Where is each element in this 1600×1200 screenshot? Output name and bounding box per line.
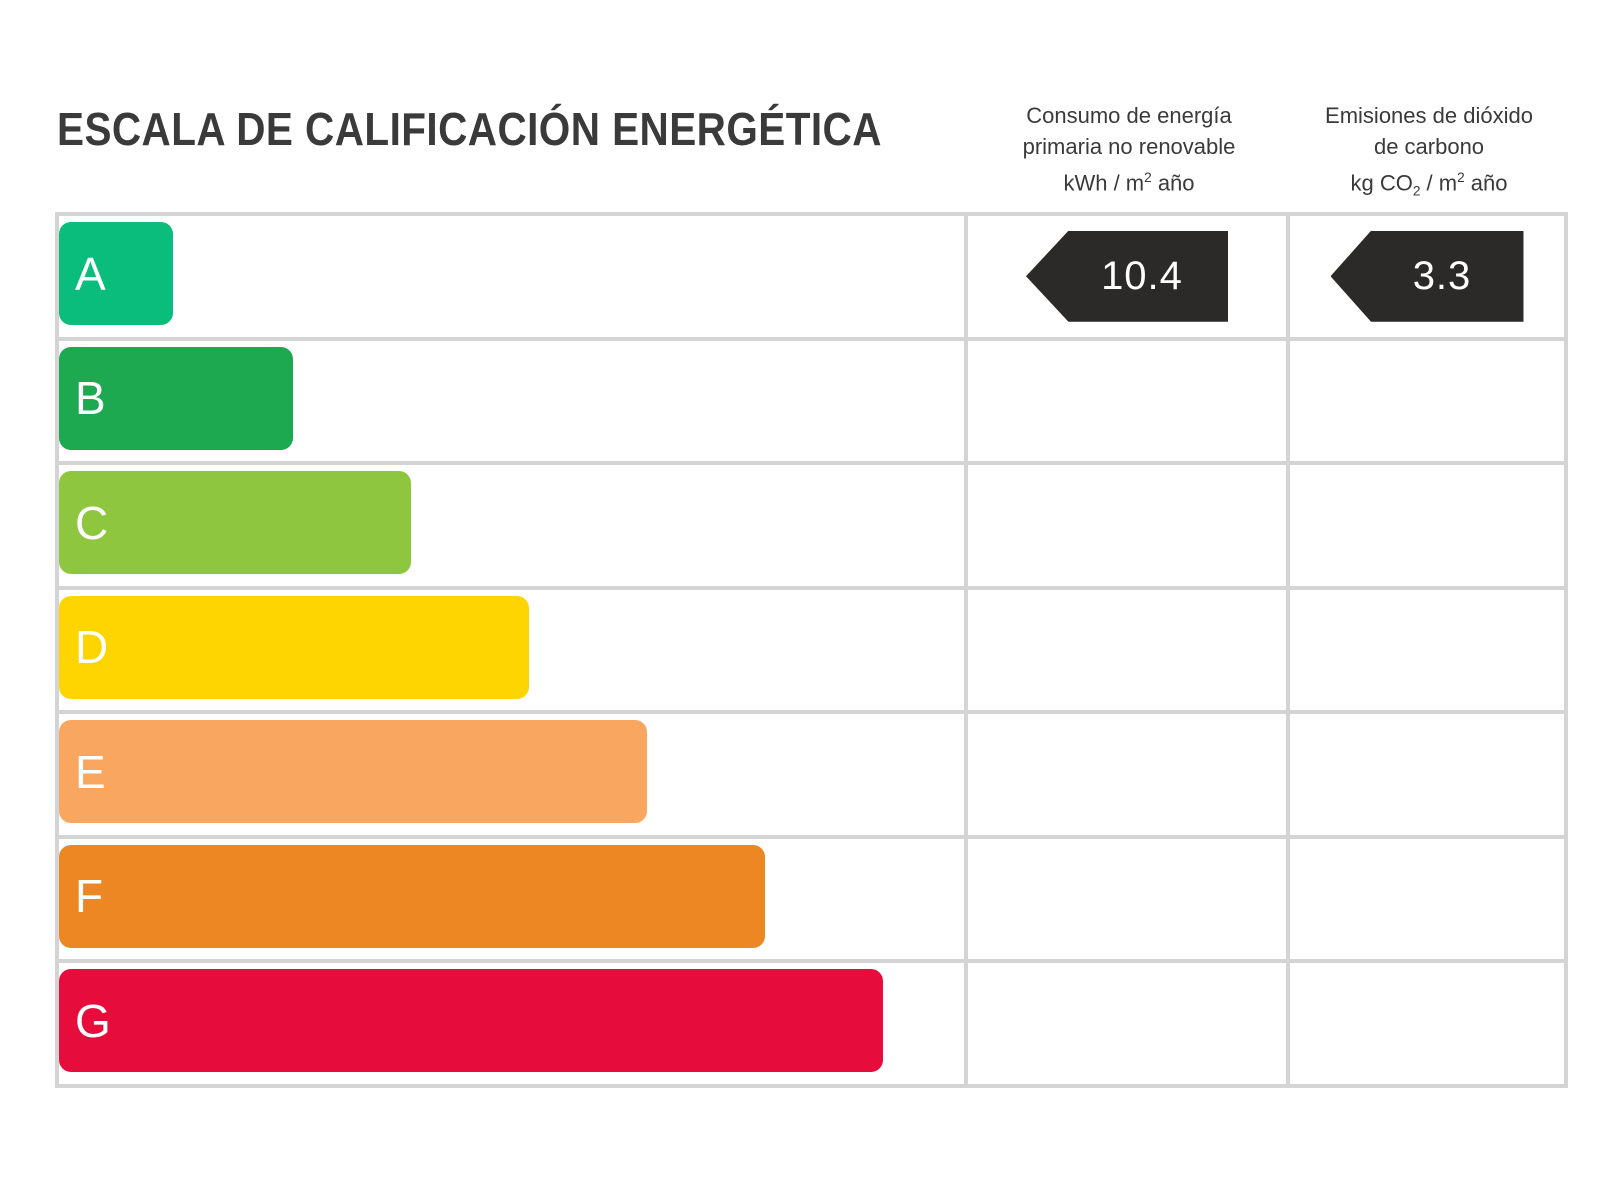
emissions-cell — [1290, 839, 1564, 960]
emissions-header-line2: de carbono — [1373, 134, 1485, 159]
consumption-value-badge: 10.4 — [1026, 230, 1228, 322]
consumption-header-unit: kWh / m2 año — [968, 162, 1290, 198]
rating-bar-cell: D — [59, 589, 968, 711]
rating-table: A 10.4 3.3 B C D E F G — [55, 212, 1568, 1088]
rating-bar: G — [59, 969, 883, 1073]
emissions-cell — [1290, 341, 1564, 462]
page-title: ESCALA DE CALIFICACIÓN ENERGÉTICA — [57, 103, 882, 155]
emissions-cell — [1290, 465, 1564, 586]
rating-letter: B — [75, 372, 106, 425]
rating-bar: C — [59, 471, 411, 575]
rating-bar: A — [59, 222, 173, 325]
rating-letter: A — [75, 247, 106, 300]
emissions-cell: 3.3 — [1290, 216, 1564, 337]
rating-letter: E — [75, 745, 106, 798]
consumption-cell — [968, 963, 1290, 1085]
rating-bar: B — [59, 346, 293, 450]
emissions-header-unit: kg CO2 / m2 año — [1290, 162, 1568, 207]
consumption-header-line2: primaria no renovable — [1022, 134, 1236, 159]
rating-letter: D — [75, 621, 109, 674]
rating-bar-cell: E — [59, 714, 968, 835]
unit-text: kWh / m — [1063, 170, 1145, 196]
emissions-header: Emisiones de dióxido de carbono kg CO2 /… — [1290, 100, 1568, 207]
consumption-cell — [968, 838, 1290, 960]
rating-row: F — [59, 838, 1564, 964]
rating-bar-cell: G — [59, 963, 968, 1085]
emissions-header-line1: Emisiones de dióxido — [1325, 103, 1533, 128]
rating-bar-cell: C — [59, 465, 968, 586]
consumption-cell — [968, 589, 1290, 711]
rating-bar-cell: A — [59, 216, 968, 337]
rating-letter: F — [75, 870, 104, 923]
unit-subscript: 2 — [1412, 183, 1421, 199]
consumption-cell — [968, 714, 1290, 835]
emissions-cell — [1290, 714, 1564, 835]
unit-text: kg CO — [1350, 170, 1413, 196]
consumption-header: Consumo de energía primaria no renovable… — [968, 100, 1290, 198]
rating-row: C — [59, 465, 1564, 590]
rating-bar-cell: F — [59, 838, 968, 960]
rating-row: E — [59, 714, 1564, 839]
emissions-cell — [1290, 590, 1564, 711]
unit-text: / m — [1420, 170, 1458, 196]
unit-superscript: 2 — [1144, 170, 1152, 185]
rating-letter: G — [75, 994, 111, 1047]
rating-letter: C — [75, 496, 109, 549]
unit-text: año — [1151, 170, 1195, 196]
rating-bar: F — [59, 844, 765, 948]
emissions-value-badge: 3.3 — [1330, 230, 1524, 322]
rating-row: B — [59, 340, 1564, 466]
unit-superscript: 2 — [1457, 170, 1465, 185]
emissions-cell — [1290, 963, 1564, 1084]
consumption-header-line1: Consumo de energía — [1026, 103, 1232, 128]
consumption-cell: 10.4 — [968, 216, 1290, 337]
rating-row: G — [59, 963, 1564, 1085]
consumption-cell — [968, 340, 1290, 462]
rating-bar: E — [59, 720, 647, 824]
rating-bar: D — [59, 595, 529, 699]
unit-text: año — [1464, 170, 1508, 196]
rating-row: A 10.4 3.3 — [59, 216, 1564, 341]
rating-bar-cell: B — [59, 340, 968, 462]
consumption-cell — [968, 465, 1290, 586]
rating-row: D — [59, 589, 1564, 715]
